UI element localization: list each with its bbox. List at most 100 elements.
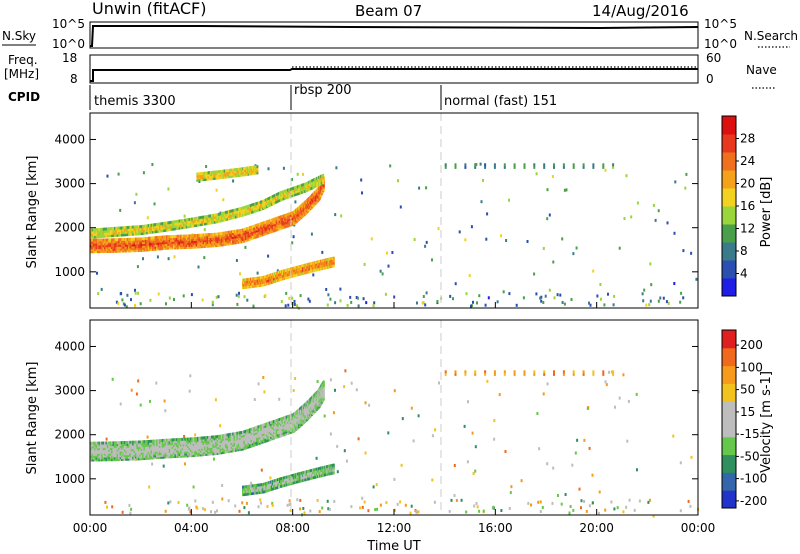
heatmap-cell bbox=[264, 228, 267, 232]
heatmap-cell bbox=[116, 452, 119, 456]
heatmap-cell bbox=[144, 246, 147, 250]
heatmap-cell bbox=[258, 232, 261, 236]
heatmap-cell bbox=[376, 507, 379, 511]
heatmap-cell bbox=[237, 210, 240, 213]
heatmap-cell bbox=[202, 445, 205, 449]
heatmap-cell bbox=[102, 242, 105, 246]
heatmap-cell bbox=[212, 238, 215, 242]
heatmap-cell bbox=[118, 242, 121, 245]
heatmap-cell bbox=[206, 443, 209, 447]
heatmap-cell bbox=[222, 436, 225, 439]
heatmap-cell bbox=[260, 276, 262, 280]
heatmap-cell bbox=[197, 233, 199, 237]
heatmap-cell bbox=[225, 233, 228, 237]
heatmap-cell bbox=[150, 226, 153, 229]
heatmap-cell bbox=[281, 430, 284, 433]
heatmap-cell bbox=[257, 425, 260, 429]
heatmap-cell bbox=[154, 240, 157, 243]
heatmap-cell bbox=[97, 449, 99, 453]
heatmap-cell bbox=[139, 225, 142, 229]
heatmap-cell bbox=[215, 242, 218, 246]
heatmap-cell bbox=[178, 439, 181, 443]
heatmap-cell bbox=[616, 506, 619, 510]
heatmap-cell bbox=[240, 240, 243, 244]
heatmap-cell bbox=[184, 452, 187, 456]
heatmap-cell bbox=[122, 233, 125, 237]
heatmap-cell bbox=[508, 198, 510, 202]
heatmap-cell bbox=[236, 212, 239, 216]
heatmap-cell bbox=[153, 439, 156, 443]
heatmap-cell bbox=[237, 448, 240, 452]
heatmap-cell bbox=[105, 246, 108, 250]
heatmap-cell bbox=[204, 235, 206, 239]
heatmap-cell bbox=[336, 444, 339, 448]
heatmap-cell bbox=[264, 226, 267, 230]
heatmap-cell bbox=[289, 417, 292, 421]
heatmap-cell bbox=[239, 431, 242, 435]
heatmap-cell bbox=[168, 246, 171, 250]
heatmap-cell bbox=[104, 234, 107, 238]
heatmap-cell bbox=[281, 222, 284, 226]
heatmap-cell bbox=[263, 390, 266, 394]
heatmap-cell bbox=[220, 445, 223, 449]
heatmap-cell bbox=[186, 503, 189, 507]
heatmap-cell bbox=[251, 442, 254, 446]
heatmap-cell bbox=[226, 439, 229, 442]
heatmap-cell bbox=[102, 449, 105, 452]
heatmap-cell bbox=[219, 170, 222, 173]
heatmap-cell bbox=[160, 241, 163, 245]
heatmap-cell bbox=[236, 172, 239, 176]
heatmap-cell bbox=[156, 225, 159, 229]
heatmap-cell bbox=[91, 233, 94, 237]
heatmap-cell bbox=[209, 437, 212, 441]
heatmap-cell bbox=[94, 447, 97, 451]
heatmap-cell bbox=[249, 204, 252, 207]
heatmap-cell bbox=[225, 444, 228, 448]
heatmap-cell bbox=[220, 219, 223, 223]
heatmap-cell bbox=[436, 300, 439, 303]
heatmap-cell bbox=[151, 238, 154, 242]
heatmap-cell bbox=[257, 427, 260, 431]
heatmap-cell bbox=[291, 211, 294, 215]
heatmap-cell bbox=[106, 445, 109, 449]
heatmap-cell bbox=[129, 442, 132, 446]
heatmap-cell bbox=[160, 444, 163, 448]
heatmap-cell bbox=[223, 447, 226, 450]
heatmap-cell bbox=[264, 428, 267, 432]
heatmap-cell bbox=[147, 244, 150, 248]
heatmap-cell bbox=[229, 209, 232, 213]
heatmap-cell bbox=[105, 445, 108, 449]
heatmap-cell bbox=[329, 378, 332, 382]
heatmap-cell bbox=[133, 225, 136, 229]
heatmap-cell bbox=[230, 172, 233, 176]
heatmap-cell bbox=[243, 435, 246, 439]
heatmap-cell bbox=[104, 456, 107, 460]
heatmap-cell bbox=[128, 249, 130, 253]
heatmap-cell bbox=[111, 458, 114, 462]
heatmap-cell bbox=[156, 454, 159, 458]
heatmap-cell bbox=[173, 455, 175, 459]
heatmap-cell bbox=[453, 494, 456, 497]
heatmap-cell bbox=[130, 457, 133, 461]
heatmap-cell bbox=[256, 231, 259, 235]
heatmap-cell bbox=[130, 450, 133, 454]
heatmap-cell bbox=[115, 300, 118, 304]
heatmap-cell bbox=[242, 234, 244, 238]
heatmap-cell bbox=[542, 247, 545, 250]
heatmap-cell bbox=[111, 234, 114, 238]
heatmap-cell bbox=[104, 230, 107, 233]
heatmap-cell bbox=[178, 236, 181, 240]
heatmap-cell bbox=[136, 225, 139, 229]
heatmap-cell bbox=[118, 231, 121, 235]
heatmap-cell bbox=[197, 446, 199, 450]
heatmap-cell bbox=[94, 458, 97, 462]
heatmap-cell bbox=[211, 439, 213, 443]
heatmap-cell bbox=[322, 173, 325, 177]
heatmap-cell bbox=[123, 444, 126, 448]
heatmap-cell bbox=[250, 235, 253, 239]
heatmap-cell bbox=[143, 453, 146, 457]
heatmap-cell bbox=[202, 215, 205, 219]
heatmap-cell bbox=[270, 226, 273, 230]
heatmap-cell bbox=[102, 450, 105, 454]
heatmap-cell bbox=[205, 219, 208, 223]
